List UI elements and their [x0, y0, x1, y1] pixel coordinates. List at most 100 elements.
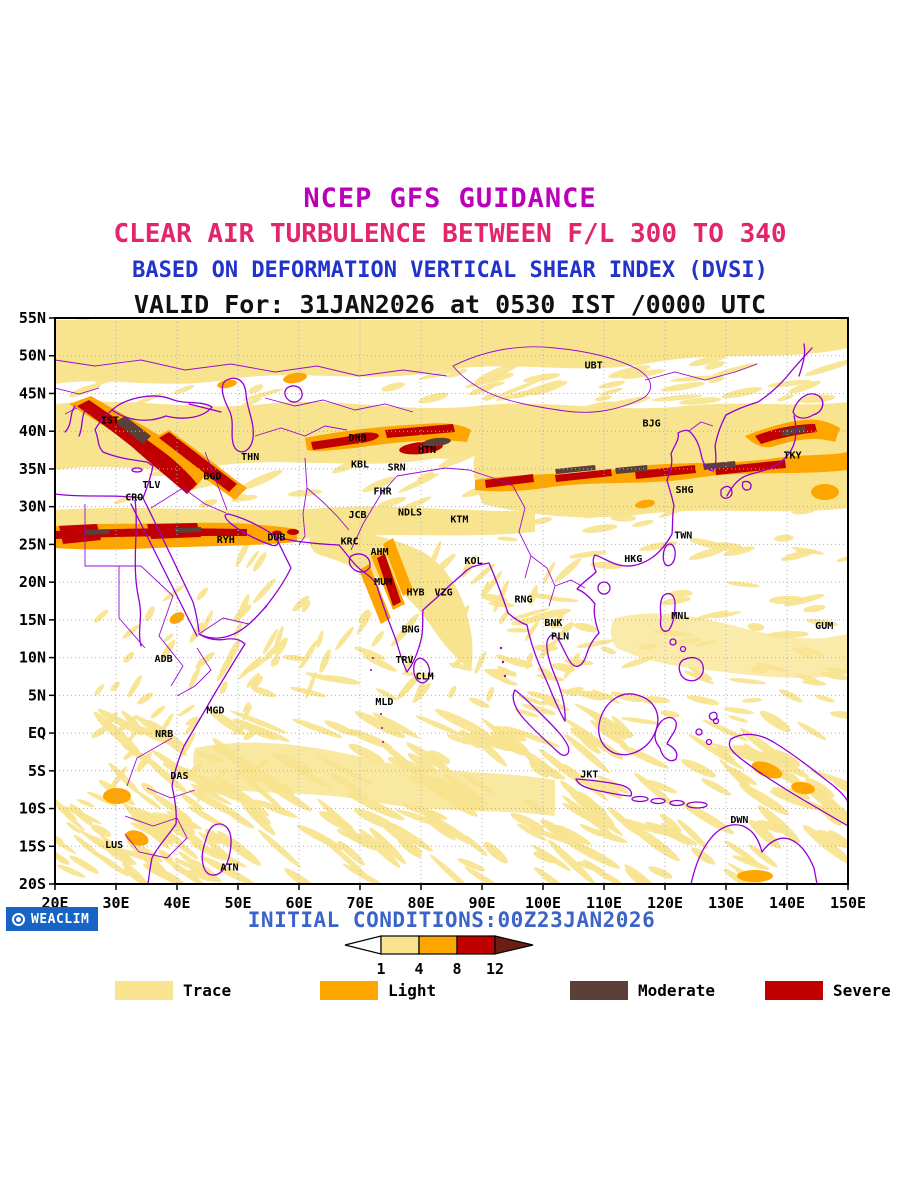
- weaclim-logo-icon: [12, 912, 25, 926]
- y-axis-label-20S: 20S: [19, 875, 46, 893]
- title-product: CLEAR AIR TURBULENCE BETWEEN F/L 300 TO …: [113, 219, 787, 249]
- station-label-CLM: CLM: [416, 671, 434, 682]
- legend-label-light: Light: [388, 981, 437, 1000]
- station-label-NRB: NRB: [155, 729, 173, 740]
- station-label-TKY: TKY: [783, 450, 801, 461]
- station-label-TRV: TRV: [395, 655, 413, 666]
- station-label-ADB: ADB: [155, 654, 173, 665]
- x-axis-label-140E: 140E: [769, 894, 805, 910]
- station-label-BJG: BJG: [643, 419, 661, 430]
- title-valid-time: VALID For: 31JAN2026 at 0530 IST /0000 U…: [133, 290, 767, 319]
- title-method: BASED ON DEFORMATION VERTICAL SHEAR INDE…: [132, 258, 768, 283]
- station-label-SHG: SHG: [675, 485, 693, 496]
- station-label-NDLS: NDLS: [398, 508, 422, 519]
- station-label-UBT: UBT: [585, 361, 603, 372]
- y-axis-label-15N: 15N: [19, 611, 46, 629]
- legend-item-severe: Severe: [765, 981, 891, 1000]
- legend-item-moderate: Moderate: [570, 981, 715, 1000]
- y-axis-label-40N: 40N: [19, 422, 46, 440]
- small-islands: [370, 646, 507, 743]
- station-label-ATN: ATN: [220, 862, 238, 873]
- scale-tick-12: 12: [486, 960, 504, 978]
- x-axis-label-60E: 60E: [285, 894, 312, 910]
- title-model: NCEP GFS GUIDANCE: [303, 183, 597, 214]
- country-borders: [55, 346, 758, 859]
- station-label-BGD: BGD: [203, 471, 221, 482]
- station-label-FHR: FHR: [374, 487, 393, 498]
- scale-tick-8: 8: [452, 960, 461, 978]
- x-axis-label-30E: 30E: [102, 894, 129, 910]
- y-axis-label-10S: 10S: [19, 800, 46, 818]
- station-label-SRN: SRN: [388, 462, 406, 473]
- station-label-DWN: DWN: [730, 815, 748, 826]
- legend-label-trace: Trace: [183, 981, 232, 1000]
- turbulence-moderate-layer: [85, 416, 806, 535]
- y-axis-label-10N: 10N: [19, 649, 46, 667]
- x-axis-label-110E: 110E: [586, 894, 622, 910]
- station-label-MUM: MUM: [374, 577, 392, 588]
- x-axis-label-40E: 40E: [163, 894, 190, 910]
- station-label-IST: IST: [101, 416, 119, 427]
- station-label-MLD: MLD: [375, 697, 393, 708]
- scale-arrow-right: [494, 935, 534, 955]
- station-labels: IST THN BGD TLV CRO RYH DUB DHB KBL SRN HTN FHR JCB N…: [101, 361, 833, 874]
- x-axis-label-50E: 50E: [224, 894, 251, 910]
- grid-lines: [55, 318, 848, 884]
- scale-tick-4: 4: [414, 960, 423, 978]
- legend-label-moderate: Moderate: [638, 981, 716, 1000]
- initial-conditions-text: INITIAL CONDITIONS:00Z23JAN2026: [247, 908, 656, 932]
- y-axis-label-EQ: EQ: [28, 724, 46, 742]
- station-label-LUS: LUS: [105, 840, 123, 851]
- station-label-DAS: DAS: [170, 771, 188, 782]
- station-label-KRC: KRC: [341, 536, 359, 547]
- station-label-RNG: RNG: [514, 595, 532, 606]
- station-label-VZG: VZG: [435, 588, 453, 599]
- legend-item-light: Light: [320, 981, 436, 1000]
- station-label-DHB: DHB: [349, 433, 367, 444]
- station-label-THN: THN: [241, 452, 259, 463]
- x-axis-label-120E: 120E: [647, 894, 683, 910]
- legend: Trace Light Moderate Severe: [0, 981, 900, 1009]
- y-axis-label-35N: 35N: [19, 460, 46, 478]
- x-axis-label-100E: 100E: [525, 894, 561, 910]
- scale-tick-1: 1: [376, 960, 385, 978]
- weaclim-logo-text: WEACLIM: [31, 911, 90, 927]
- x-axis-label-90E: 90E: [468, 894, 495, 910]
- station-label-AHM: AHM: [370, 547, 388, 558]
- station-label-TLV: TLV: [142, 480, 160, 491]
- station-label-MGD: MGD: [206, 705, 224, 716]
- y-axis-label-15S: 15S: [19, 837, 46, 855]
- x-axis-label-70E: 70E: [346, 894, 373, 910]
- x-axis-label-150E: 150E: [830, 894, 866, 910]
- station-label-HTN: HTN: [418, 445, 436, 456]
- station-label-BNK: BNK: [544, 618, 562, 629]
- legend-swatch-moderate: [570, 981, 628, 1000]
- legend-swatch-light: [320, 981, 378, 1000]
- y-axis-label-25N: 25N: [19, 535, 46, 553]
- station-label-CRO: CRO: [125, 493, 143, 504]
- station-label-MNL: MNL: [671, 611, 689, 622]
- title-block: NCEP GFS GUIDANCE CLEAR AIR TURBULENCE B…: [0, 183, 900, 319]
- legend-swatch-severe: [765, 981, 823, 1000]
- x-axis-label-130E: 130E: [708, 894, 744, 910]
- station-label-TWN: TWN: [674, 530, 692, 541]
- scale-block-trace: [380, 935, 420, 955]
- y-axis-label-20N: 20N: [19, 573, 46, 591]
- station-label-GUM: GUM: [815, 621, 833, 632]
- scale-block-severe: [456, 935, 496, 955]
- station-label-PLN: PLN: [551, 631, 569, 642]
- intensity-scale: 1 4 8 12: [344, 935, 534, 978]
- coastlines: [55, 343, 848, 884]
- scale-block-light: [418, 935, 458, 955]
- map-border: [54, 317, 849, 885]
- station-label-BNG: BNG: [402, 625, 420, 636]
- y-axis-label-30N: 30N: [19, 498, 46, 516]
- station-label-HKG: HKG: [624, 554, 642, 565]
- y-axis-label-5N: 5N: [28, 686, 46, 704]
- x-axis-label-20E: 20E: [41, 894, 68, 910]
- scale-arrow-left: [344, 935, 382, 955]
- station-label-JKT: JKT: [580, 770, 598, 781]
- station-label-KTM: KTM: [450, 515, 468, 526]
- station-label-KBL: KBL: [351, 459, 369, 470]
